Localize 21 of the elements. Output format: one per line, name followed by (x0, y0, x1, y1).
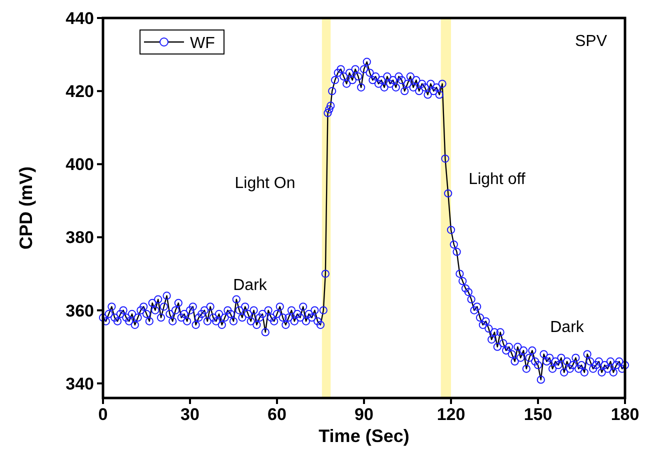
y-axis-title: CPD (mV) (16, 166, 36, 250)
x-tick-label: 180 (610, 405, 640, 424)
annotation: Dark (550, 319, 585, 336)
legend-label: WF (190, 35, 216, 52)
annotation: Dark (233, 277, 268, 294)
y-tick-label: 340 (66, 374, 94, 394)
x-tick-label: 120 (436, 405, 466, 424)
y-tick-label: 380 (66, 228, 94, 248)
x-tick-label: 150 (524, 405, 552, 424)
x-axis-title: Time (Sec) (318, 426, 410, 446)
x-tick-label: 90 (354, 405, 374, 424)
x-tick-label: 30 (180, 405, 200, 424)
y-tick-label: 360 (66, 301, 94, 320)
annotation: Light off (468, 171, 526, 188)
x-tick-label: 0 (98, 405, 108, 424)
x-tick-label: 60 (268, 405, 286, 424)
y-tick-label: 440 (66, 9, 94, 28)
y-tick-label: 400 (66, 155, 94, 174)
annotation: Light On (234, 175, 296, 192)
y-tick-label: 420 (66, 82, 94, 102)
annotation: SPV (574, 33, 608, 50)
